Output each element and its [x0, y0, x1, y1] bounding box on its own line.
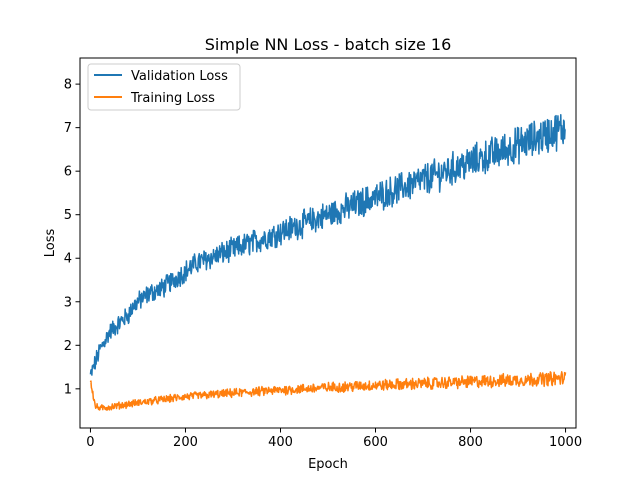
x-tick-label: 800 [458, 435, 483, 450]
x-tick-label: 400 [268, 435, 293, 450]
x-axis-label: Epoch [308, 457, 348, 472]
y-tick-label: 7 [64, 121, 72, 136]
validation-loss-line [89, 114, 566, 376]
y-tick-label: 8 [64, 78, 72, 93]
y-tick-label: 3 [64, 295, 72, 310]
legend-label-training: Training Loss [130, 91, 215, 106]
series-layer [89, 114, 567, 411]
y-axis-label: Loss [43, 229, 58, 258]
x-tick-label: 0 [86, 435, 94, 450]
legend-box [87, 63, 241, 111]
y-tick-label: 2 [64, 339, 72, 354]
chart-title: Simple NN Loss - batch size 16 [205, 35, 452, 54]
plot-frame [79, 57, 577, 429]
training-loss-line [89, 371, 567, 411]
y-tick-label: 5 [64, 208, 72, 223]
y-axis-ticks: 1 2 3 4 5 6 7 8 [64, 78, 80, 397]
x-tick-label: 600 [363, 435, 388, 450]
y-tick-label: 1 [64, 382, 72, 397]
legend-label-validation: Validation Loss [131, 69, 228, 84]
legend: Validation Loss Training Loss [87, 63, 241, 111]
y-tick-label: 4 [64, 252, 72, 267]
x-tick-label: 200 [173, 435, 198, 450]
y-tick-label: 6 [64, 165, 72, 180]
x-axis-ticks: 0 200 400 600 800 1000 [86, 428, 582, 450]
x-tick-label: 1000 [549, 435, 582, 450]
